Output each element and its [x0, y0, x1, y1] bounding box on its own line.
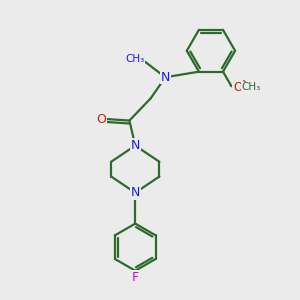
Text: O: O [233, 81, 242, 94]
Text: CH₃: CH₃ [125, 54, 144, 64]
Text: N: N [130, 139, 140, 152]
Text: O: O [238, 79, 247, 92]
Text: N: N [160, 71, 170, 84]
Text: O: O [97, 112, 106, 126]
Text: F: F [132, 271, 139, 284]
Text: CH₃: CH₃ [242, 82, 261, 92]
Text: N: N [130, 186, 140, 199]
